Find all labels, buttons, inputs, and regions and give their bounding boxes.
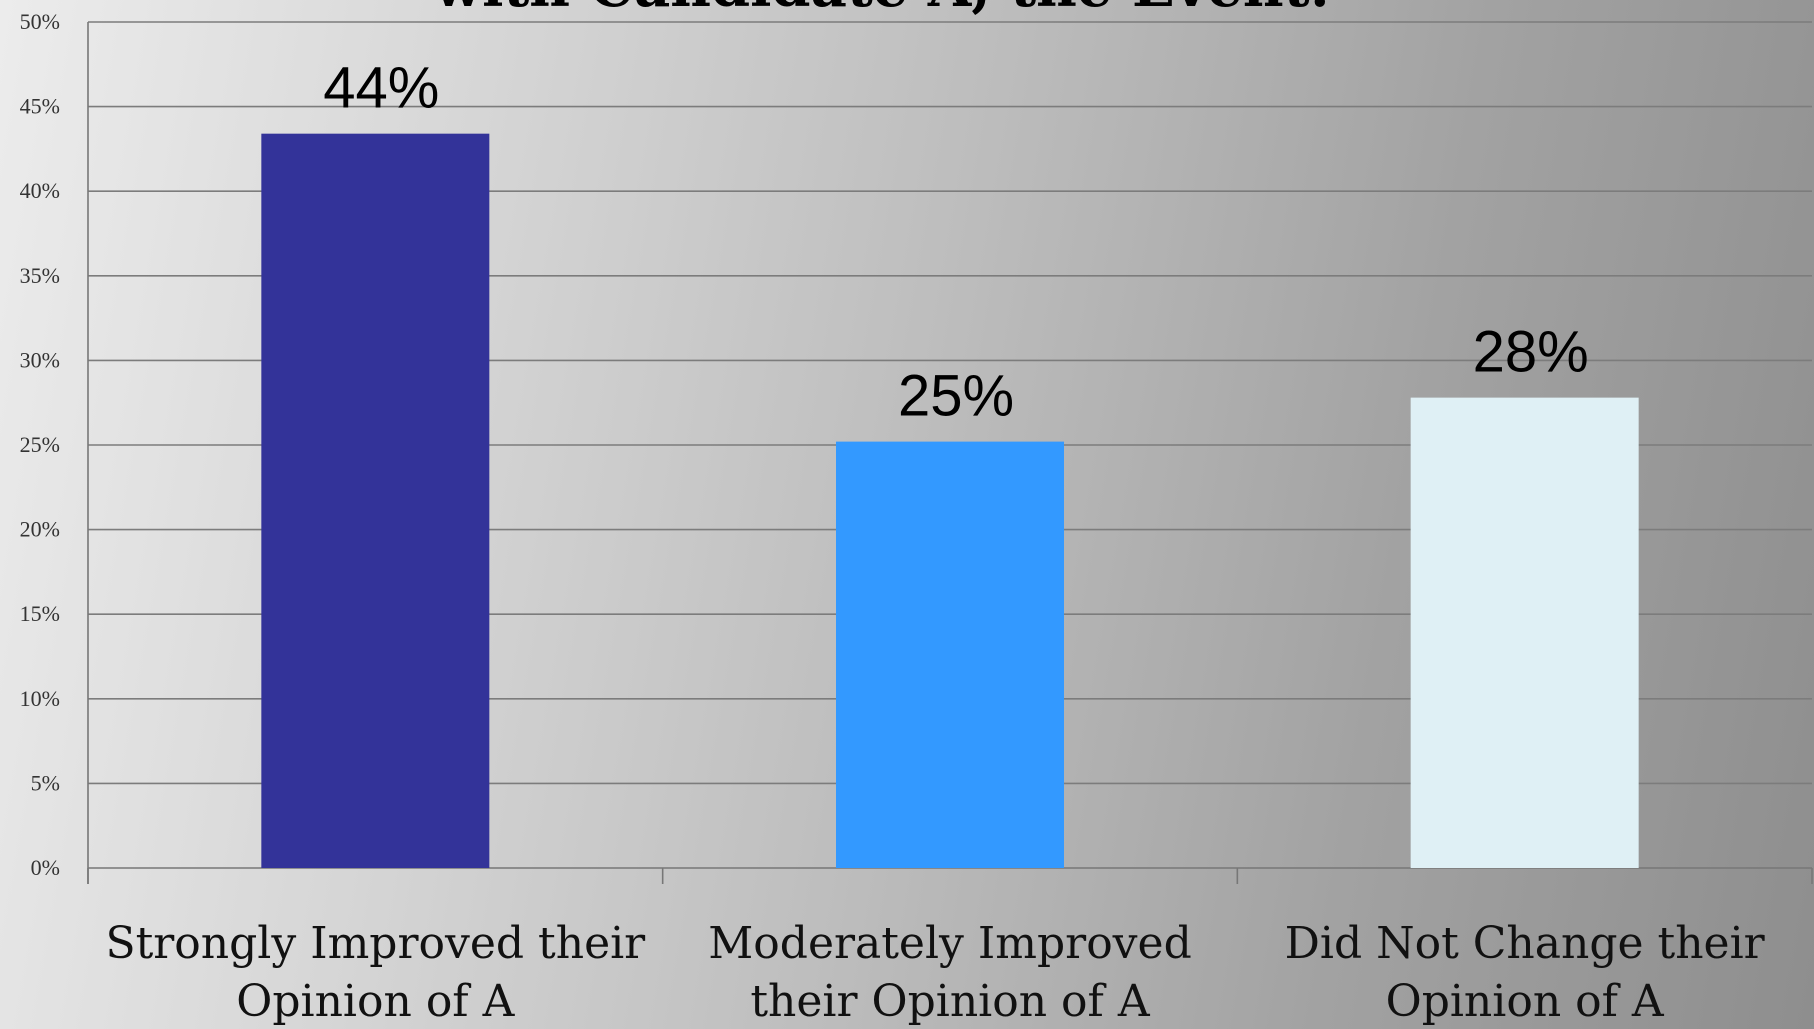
bar [1410,397,1639,868]
bar [261,133,490,868]
data-labels: 44% 25% 28% [323,56,1588,429]
y-axis-tick-labels: 0% 5% 10% 15% 20% 25% 30% 35% 40% 45% 50% [20,9,60,880]
category-labels: Strongly Improved their Opinion of A Moder… [105,918,1765,1027]
bars [261,133,1639,868]
data-label: 44% [323,56,439,121]
data-label: 25% [898,364,1014,429]
bar [836,441,1064,868]
data-label: 28% [1473,320,1589,385]
y-tick-label: 20% [20,517,60,542]
y-tick-label: 30% [20,347,60,372]
y-tick-label: 10% [20,686,60,711]
category-label: Opinion of A [236,976,515,1027]
y-tick-label: 0% [31,855,60,880]
y-tick-label: 45% [20,94,60,119]
category-label: Moderately Improved [708,918,1192,969]
y-tick-label: 15% [20,601,60,626]
category-label: their Opinion of A [750,976,1150,1027]
category-label: Opinion of A [1386,976,1665,1027]
category-label: Did Not Change their [1285,918,1766,969]
y-tick-label: 25% [20,432,60,457]
y-tick-label: 50% [20,9,60,34]
y-tick-label: 35% [20,263,60,288]
chart-title: with Candidate A, the Event: [433,0,1330,20]
category-label: Strongly Improved their [105,918,646,969]
y-tick-label: 40% [20,178,60,203]
y-tick-label: 5% [31,770,60,795]
